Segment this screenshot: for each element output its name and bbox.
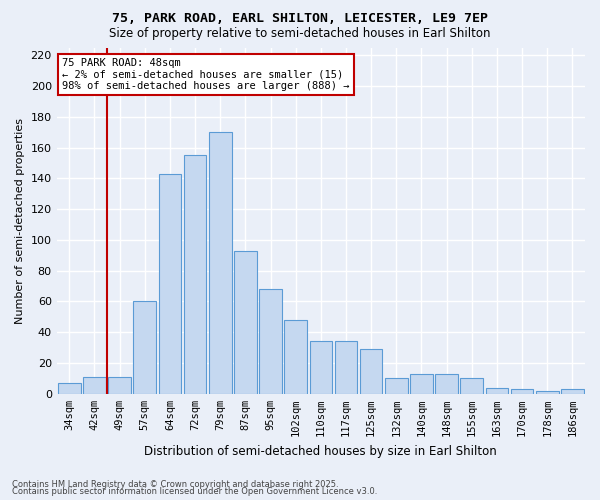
Bar	[58, 383, 80, 394]
Bar	[310, 342, 332, 394]
Bar	[158, 174, 181, 394]
X-axis label: Distribution of semi-detached houses by size in Earl Shilton: Distribution of semi-detached houses by …	[145, 444, 497, 458]
Text: Contains public sector information licensed under the Open Government Licence v3: Contains public sector information licen…	[12, 487, 377, 496]
Bar	[385, 378, 407, 394]
Bar	[133, 302, 156, 394]
Bar	[335, 342, 358, 394]
Bar	[184, 155, 206, 394]
Bar	[536, 390, 559, 394]
Bar	[209, 132, 232, 394]
Bar	[259, 289, 282, 394]
Bar	[83, 377, 106, 394]
Bar	[436, 374, 458, 394]
Text: Contains HM Land Registry data © Crown copyright and database right 2025.: Contains HM Land Registry data © Crown c…	[12, 480, 338, 489]
Bar	[284, 320, 307, 394]
Text: Size of property relative to semi-detached houses in Earl Shilton: Size of property relative to semi-detach…	[109, 28, 491, 40]
Bar	[360, 349, 382, 394]
Bar	[234, 250, 257, 394]
Text: 75 PARK ROAD: 48sqm
← 2% of semi-detached houses are smaller (15)
98% of semi-de: 75 PARK ROAD: 48sqm ← 2% of semi-detache…	[62, 58, 349, 91]
Bar	[410, 374, 433, 394]
Bar	[460, 378, 483, 394]
Bar	[561, 389, 584, 394]
Bar	[511, 389, 533, 394]
Bar	[108, 377, 131, 394]
Text: 75, PARK ROAD, EARL SHILTON, LEICESTER, LE9 7EP: 75, PARK ROAD, EARL SHILTON, LEICESTER, …	[112, 12, 488, 26]
Bar	[485, 388, 508, 394]
Y-axis label: Number of semi-detached properties: Number of semi-detached properties	[15, 118, 25, 324]
